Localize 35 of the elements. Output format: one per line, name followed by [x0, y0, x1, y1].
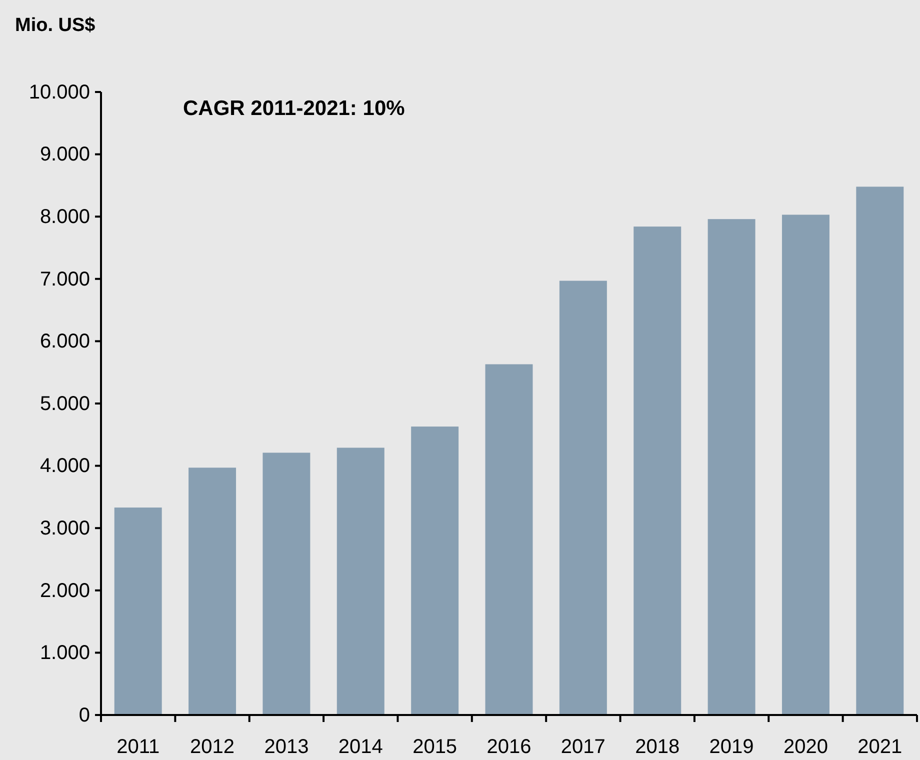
- y-tick-label: 0: [78, 704, 90, 726]
- y-tick-label: 5.000: [40, 392, 90, 415]
- y-tick-label: 2.000: [40, 580, 90, 602]
- bar: [485, 364, 533, 715]
- x-tick-label: 2017: [560, 736, 606, 758]
- y-tick-label: 3.000: [40, 518, 90, 540]
- y-tick-label: 8.000: [40, 206, 90, 228]
- x-tick-label: 2015: [412, 736, 458, 758]
- y-axis-title: Mio. US$: [15, 15, 96, 36]
- y-tick-label: 6.000: [40, 330, 90, 353]
- bar: [634, 226, 682, 715]
- y-tick-label: 1.000: [40, 642, 90, 664]
- bar: [188, 468, 236, 715]
- bar: [411, 426, 459, 715]
- x-tick-label: 2019: [709, 736, 754, 758]
- y-tick-label: 7.000: [40, 268, 90, 290]
- bar: [559, 280, 607, 715]
- bar: [336, 448, 384, 715]
- annotation: CAGR 2011-2021: 10%: [183, 97, 406, 120]
- x-tick-label: 2012: [190, 736, 235, 758]
- x-tick-label: 2011: [116, 736, 160, 758]
- y-tick-label: 4.000: [40, 455, 90, 478]
- x-tick-label: 2018: [635, 736, 680, 758]
- x-tick-label: 2021: [858, 736, 902, 758]
- y-tick-label: 10.000: [28, 81, 90, 104]
- bar: [856, 186, 904, 715]
- x-tick-label: 2016: [486, 736, 532, 758]
- bar: [782, 214, 830, 715]
- x-tick-label: 2014: [338, 736, 383, 758]
- x-tick-label: 2020: [783, 736, 828, 758]
- x-tick-label: 2013: [264, 736, 309, 758]
- bar: [114, 508, 162, 715]
- bar: [708, 219, 756, 715]
- y-tick-label: 9.000: [40, 144, 90, 166]
- bar: [262, 452, 310, 715]
